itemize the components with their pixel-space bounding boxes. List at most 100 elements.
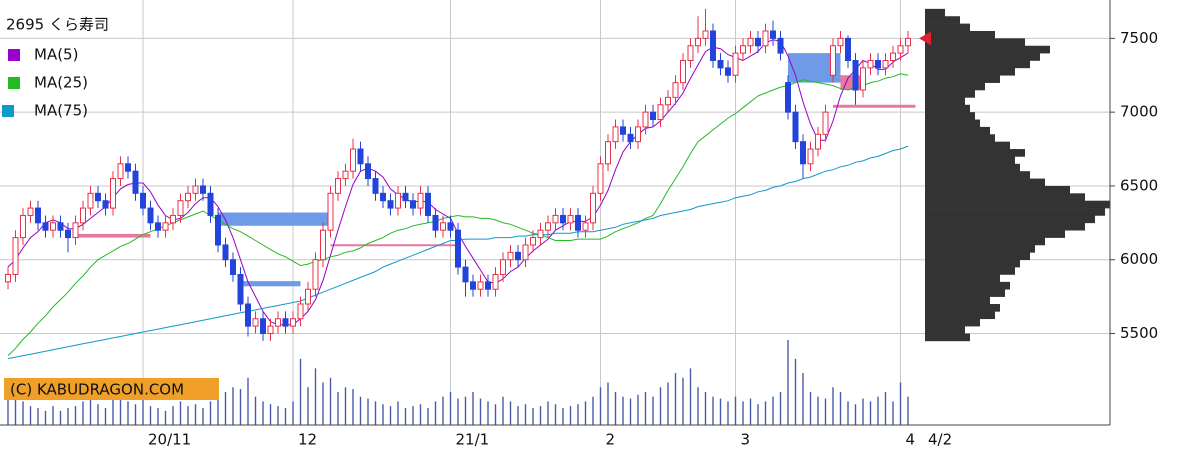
volume-profile-bar — [925, 163, 1020, 172]
gap-window — [330, 244, 458, 247]
volume-profile-bar — [925, 126, 990, 135]
volume-profile-bar — [925, 97, 965, 106]
volume-profile-bar — [925, 274, 1000, 283]
candle-body — [432, 214, 439, 231]
candle-body — [875, 60, 881, 69]
volume-profile-bar — [925, 215, 1095, 224]
gap-window — [833, 104, 916, 108]
volume-profile-bar — [925, 16, 960, 24]
candle-body — [335, 178, 341, 194]
candle-body — [102, 200, 109, 209]
candle-body — [80, 207, 86, 224]
candle-body — [267, 325, 274, 335]
candle-body — [12, 237, 19, 275]
candle-body — [192, 185, 199, 194]
candle-body — [170, 214, 176, 224]
candle-body — [162, 222, 169, 231]
volume-profile-bar — [925, 252, 1030, 261]
candle-body — [357, 148, 364, 165]
candle-body — [5, 273, 11, 283]
gap-window — [75, 233, 151, 238]
candle-body — [417, 192, 424, 209]
candle-body — [282, 318, 289, 327]
candle-body — [732, 52, 739, 76]
candle-body — [455, 229, 461, 268]
volume-profile-bar — [925, 318, 980, 327]
volume-profile-bar — [925, 289, 1005, 297]
volume-profile-bar — [925, 333, 970, 342]
volume-profile-bar — [925, 38, 1025, 47]
candle-body — [620, 126, 626, 135]
y-tick-label: 6000 — [1120, 250, 1158, 268]
y-tick-label: 5500 — [1120, 324, 1158, 342]
candle-body — [207, 192, 214, 216]
candle-body — [582, 222, 589, 231]
volume-profile-bar — [925, 30, 995, 39]
candle-body — [687, 45, 694, 62]
candle-body — [200, 185, 206, 194]
volume-profile-bar — [925, 296, 990, 305]
candle-body — [462, 266, 469, 283]
candle-body — [897, 45, 904, 54]
candle-body — [447, 222, 454, 231]
candle-body — [792, 111, 799, 143]
candle-body — [387, 200, 394, 209]
candle-body — [665, 96, 671, 106]
candle-body — [350, 148, 356, 172]
candle-body — [605, 141, 611, 165]
candle-body — [642, 111, 649, 128]
legend-label: MA(75) — [34, 102, 88, 120]
candle-body — [710, 30, 716, 62]
candle-body — [380, 192, 386, 202]
volume-profile-bar — [925, 281, 1010, 290]
volume-profile-bar — [925, 119, 980, 128]
volume-profile-bar — [925, 222, 1085, 231]
legend-label: MA(25) — [34, 74, 88, 92]
main-layer — [5, 8, 911, 360]
volume-profile-bar — [925, 208, 1105, 216]
candle-body — [755, 37, 761, 47]
y-tick-label: 7000 — [1120, 103, 1158, 121]
candle-body — [485, 281, 491, 290]
volume-profile-bar — [925, 193, 1085, 201]
legend-label: MA(5) — [34, 46, 78, 64]
candle-body — [440, 222, 446, 231]
volume-profile-bar — [925, 303, 1000, 312]
candle-body — [252, 318, 259, 327]
volume-profile-bar — [925, 178, 1045, 187]
candle-body — [342, 170, 349, 180]
candle-body — [500, 259, 506, 275]
volume-profile-bar — [925, 23, 970, 32]
candle-body — [177, 200, 184, 216]
candle-body — [762, 30, 769, 47]
y-tick-label: 6500 — [1120, 176, 1158, 194]
gap-window — [218, 212, 331, 226]
candle-body — [830, 45, 836, 76]
volume-profile-bar — [925, 230, 1065, 238]
candle-body — [522, 244, 529, 261]
candle-body — [140, 192, 146, 209]
candle-body — [845, 37, 851, 62]
candle-body — [747, 37, 754, 47]
last-price-marker — [919, 31, 931, 46]
volume-profile-bar — [925, 156, 1015, 165]
candle-body — [680, 60, 686, 84]
volume-profile-bar — [925, 259, 1020, 268]
volume-profile-bar — [925, 112, 975, 120]
x-tick-label: 20/11 — [148, 431, 191, 449]
candle-body — [297, 303, 304, 320]
volume-profile-bar — [925, 237, 1045, 246]
candle-body — [402, 192, 409, 202]
candle-body — [515, 251, 521, 261]
candle-body — [72, 222, 79, 239]
candle-body — [672, 82, 679, 98]
candle-body — [567, 214, 574, 224]
candle-body — [882, 60, 889, 69]
volume-profile-bar — [925, 311, 995, 320]
volume-profile-bar — [925, 90, 975, 98]
candle-body — [275, 318, 281, 327]
candle-body — [470, 281, 476, 290]
candle-body — [20, 214, 26, 239]
candle-body — [560, 214, 566, 224]
